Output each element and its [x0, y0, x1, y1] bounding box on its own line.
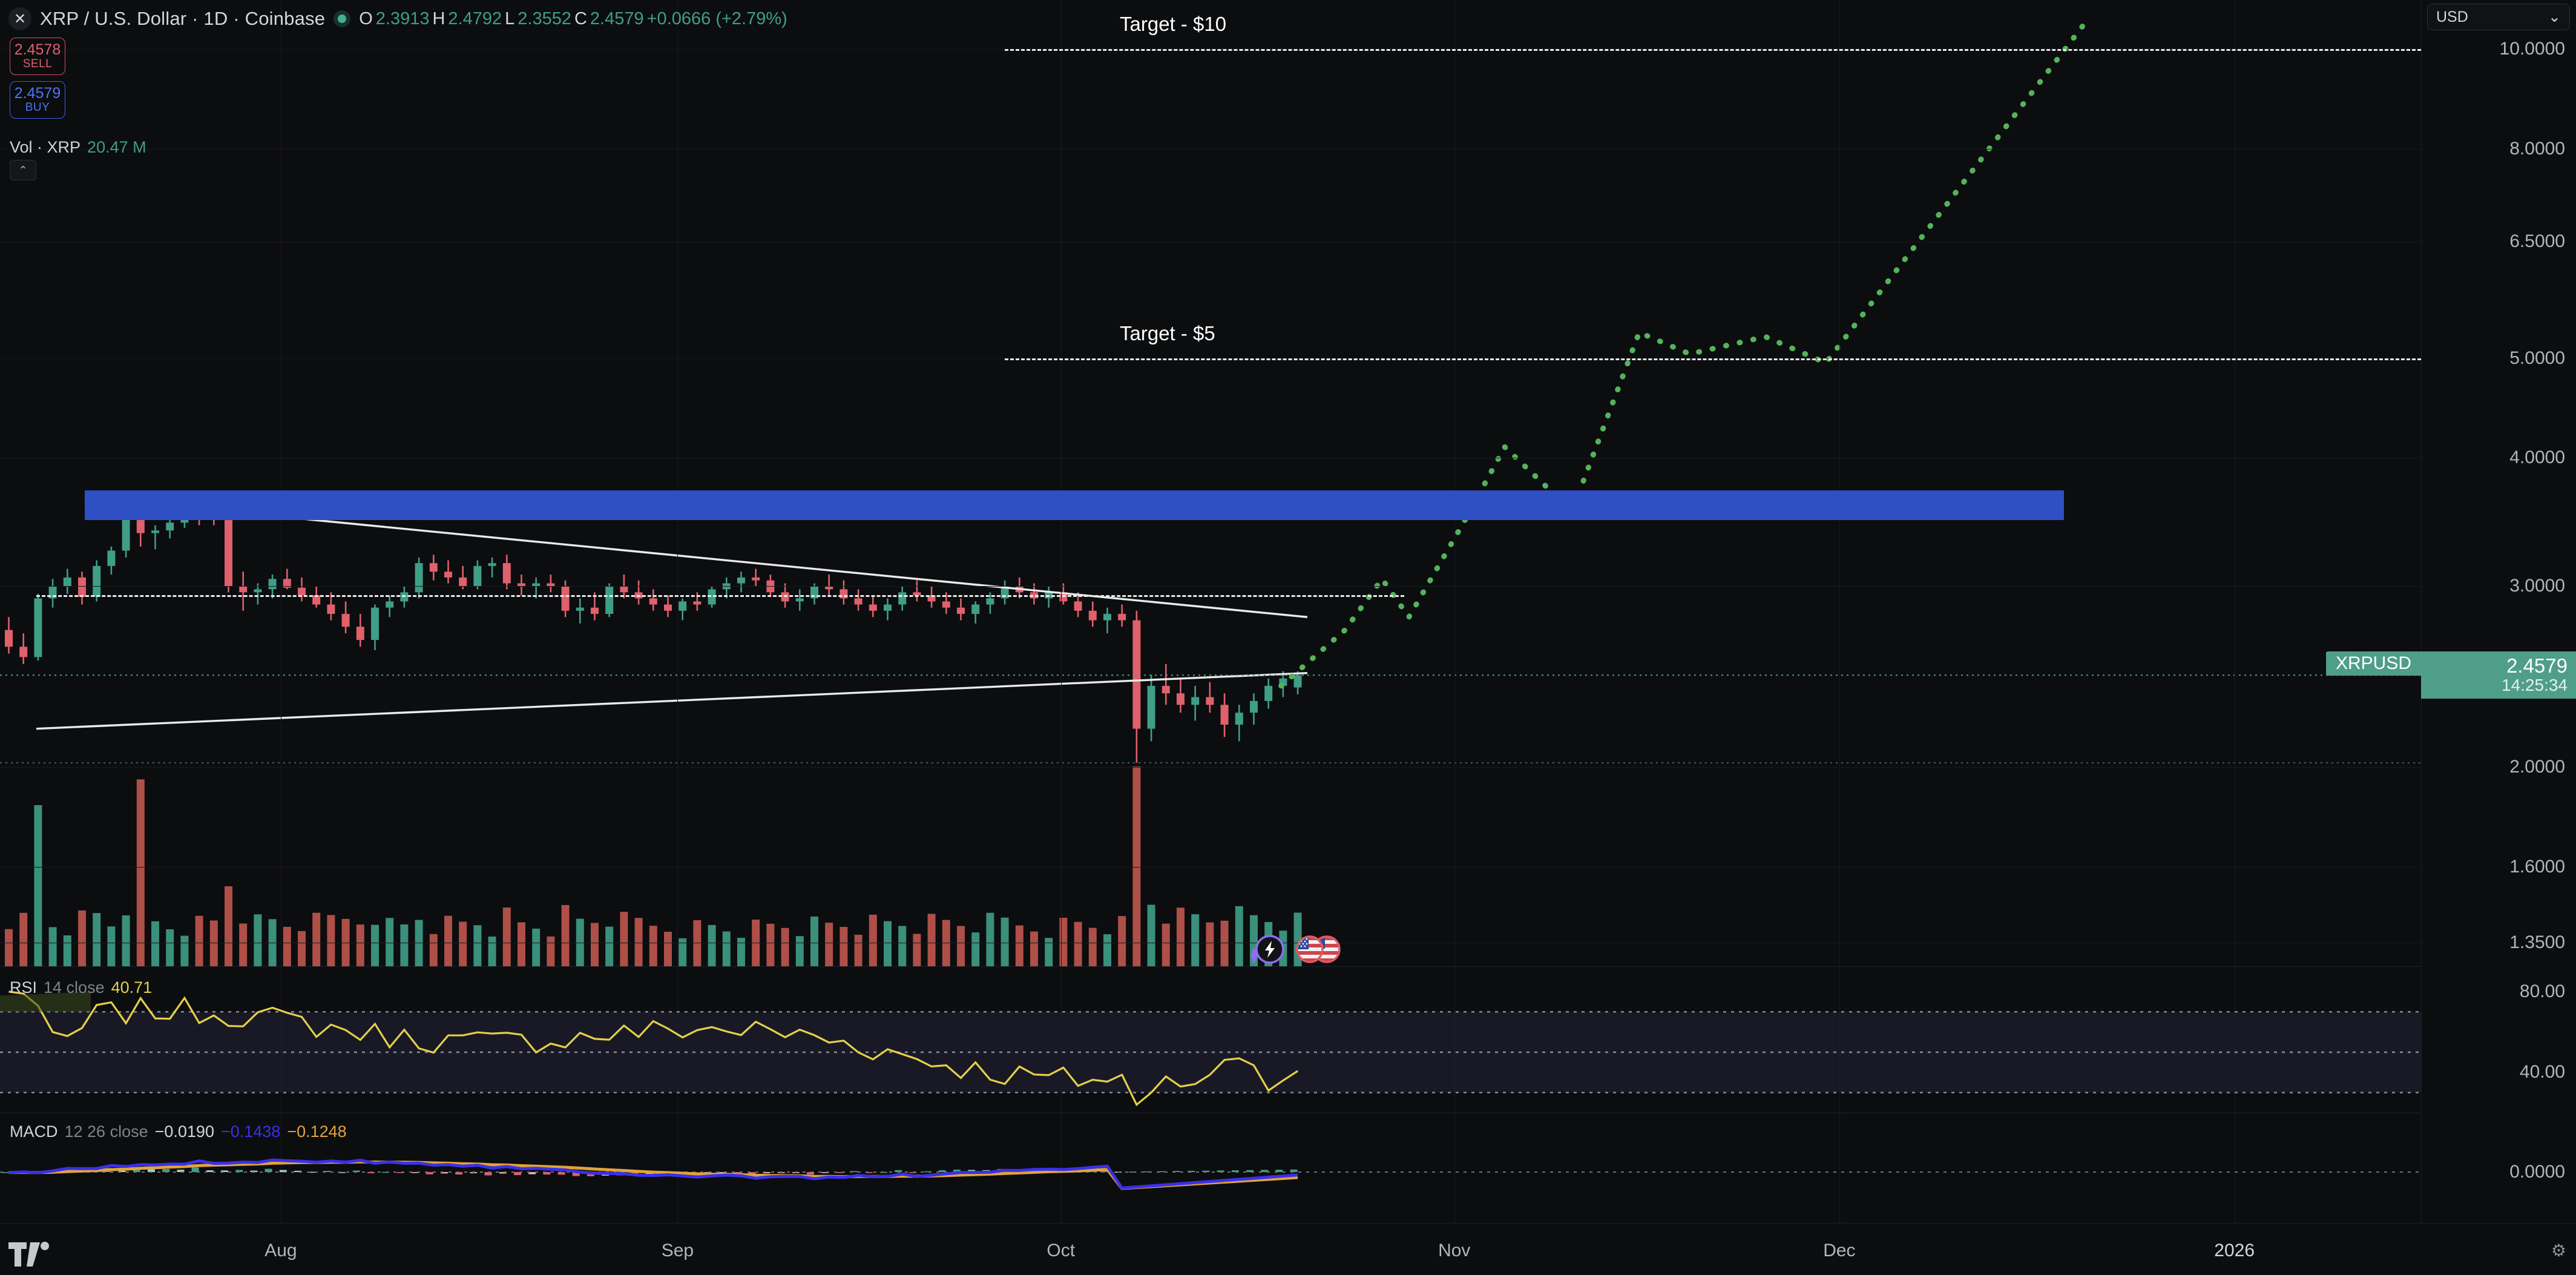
price-tick: 10.0000 [2499, 39, 2565, 59]
volume-legend-name: Vol · XRP [10, 138, 81, 156]
volume-legend[interactable]: Vol · XRP 20.47 M [10, 138, 146, 157]
sell-label: SELL [22, 58, 53, 70]
ohlc-high-key: H [432, 8, 445, 28]
gridline [0, 586, 2421, 587]
rsi-pane[interactable] [0, 967, 2421, 1113]
us-flag-event-icon[interactable] [1292, 934, 1346, 966]
rsi-tick: 40.00 [2519, 1062, 2565, 1082]
buy-button[interactable]: 2.4579 BUY [10, 81, 65, 119]
tradingview-logo [8, 1239, 51, 1271]
price-chart-pane[interactable] [0, 0, 2421, 966]
current-symbol-badge: XRPUSD [2325, 651, 2421, 676]
ohlc-change: +0.0666 (+2.79%) [646, 8, 787, 28]
ohlc-low-key: L [505, 8, 515, 28]
time-axis[interactable]: Aug Sep Oct Nov Dec 2026 ⚙ [0, 1223, 2576, 1275]
price-tick: 6.5000 [2509, 231, 2565, 251]
time-tick: 2026 [2214, 1240, 2255, 1260]
rsi-legend-params: 14 close [44, 978, 105, 997]
price-tick: 2.0000 [2509, 757, 2565, 777]
vertical-gridline [1839, 0, 1840, 1223]
target-line[interactable] [1005, 49, 2421, 51]
gear-icon[interactable]: ⚙ [2551, 1241, 2566, 1260]
target-annotation[interactable]: Target - $5 [1120, 322, 1215, 345]
price-tick: 3.0000 [2509, 576, 2565, 596]
ohlc-close-key: C [574, 8, 587, 28]
ohlc-close-value: 2.4579 [590, 8, 644, 28]
macd-canvas[interactable] [0, 1114, 2421, 1223]
current-price-countdown: 14:25:34 [2502, 676, 2568, 695]
sell-button[interactable]: 2.4578 SELL [10, 38, 65, 75]
price-chart-canvas[interactable] [0, 0, 2421, 966]
gridline [0, 866, 2421, 868]
pane-separator[interactable] [0, 966, 2421, 967]
time-tick: Dec [1823, 1240, 1856, 1260]
price-tick: 8.0000 [2509, 138, 2565, 159]
ohlc-open-value: 2.3913 [375, 8, 430, 28]
macd-pane[interactable] [0, 1114, 2421, 1223]
sell-price: 2.4578 [14, 41, 61, 58]
ohlc-readout: O 2.3913 H 2.4792 L 2.3552 C 2.4579 +0.0… [359, 9, 787, 29]
current-symbol-label: XRPUSD [2335, 653, 2411, 674]
vertical-gridline [1060, 0, 1062, 1223]
chevron-up-icon: ⌃ [18, 163, 28, 176]
vertical-gridline [1454, 0, 1455, 1223]
rsi-legend-value: 40.71 [111, 978, 153, 997]
target-annotation[interactable]: Target - $10 [1120, 13, 1227, 36]
buy-label: BUY [25, 101, 50, 114]
live-dot-icon [334, 10, 351, 27]
collapse-pane-button[interactable]: ⌃ [10, 160, 36, 180]
time-tick: Oct [1046, 1240, 1076, 1260]
rsi-legend[interactable]: RSI 14 close 40.71 [10, 978, 152, 997]
price-tick: 4.0000 [2509, 447, 2565, 468]
rsi-tick: 80.00 [2519, 981, 2565, 1001]
time-tick: Nov [1438, 1240, 1471, 1260]
price-tick: 1.3500 [2509, 932, 2565, 952]
buy-price: 2.4579 [14, 85, 61, 102]
price-tick: 1.6000 [2509, 856, 2565, 877]
symbol-title[interactable]: XRP / U.S. Dollar · 1D · Coinbase [40, 8, 326, 29]
ohlc-low-value: 2.3552 [518, 8, 571, 28]
ai-spark-icon[interactable] [1242, 931, 1287, 966]
macd-legend-name: MACD [10, 1122, 58, 1141]
macd-tick: 0.0000 [2509, 1162, 2565, 1182]
vertical-gridline [677, 0, 678, 1223]
support-line[interactable] [36, 595, 1404, 598]
macd-legend-macd: −0.0190 [154, 1122, 214, 1141]
current-price-value: 2.4579 [2506, 654, 2568, 677]
resistance-zone[interactable] [85, 490, 2064, 521]
rsi-legend-name: RSI [10, 978, 38, 997]
chevron-down-icon: ⌄ [2548, 8, 2561, 25]
macd-legend[interactable]: MACD 12 26 close −0.0190 −0.1438 −0.1248 [10, 1122, 347, 1141]
volume-legend-value: 20.47 M [87, 138, 146, 156]
rsi-canvas[interactable] [0, 967, 2421, 1113]
x-icon[interactable]: ✕ [8, 7, 31, 30]
macd-legend-signal: −0.1438 [220, 1122, 281, 1141]
ohlc-open-key: O [359, 8, 373, 28]
chart-header: ✕ XRP / U.S. Dollar · 1D · Coinbase O 2.… [8, 7, 787, 30]
time-tick: Sep [661, 1240, 694, 1260]
price-axis[interactable]: USD ⌄ 10.0000 8.0000 6.5000 5.0000 4.0000 3.0… [2421, 0, 2576, 1223]
gridline [0, 767, 2421, 768]
currency-selector[interactable]: USD ⌄ [2427, 4, 2570, 30]
gridline [0, 148, 2421, 150]
currency-label: USD [2436, 8, 2468, 25]
time-tick: Aug [264, 1240, 297, 1260]
macd-legend-params: 12 26 close [64, 1122, 148, 1141]
ohlc-high-value: 2.4792 [448, 8, 502, 28]
price-tick: 5.0000 [2509, 348, 2565, 369]
current-price-badge[interactable]: 2.4579 14:25:34 [2421, 651, 2576, 699]
macd-legend-hist: −0.1248 [287, 1122, 347, 1141]
target-line[interactable] [1005, 358, 2421, 361]
